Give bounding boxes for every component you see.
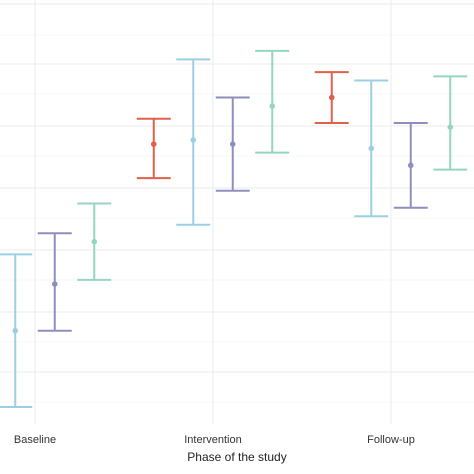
mean-point (229, 141, 236, 147)
mean-point (447, 124, 454, 130)
mean-point (407, 162, 414, 169)
mean-point (150, 141, 157, 147)
mean-point (12, 327, 19, 334)
error-bar-series-1-intervention (176, 58, 211, 226)
mean-point (51, 281, 58, 287)
error-bars (0, 49, 468, 409)
tick-label-intervention: Intervention (184, 434, 241, 446)
mean-point (368, 145, 375, 152)
mean-point (269, 103, 276, 109)
error-bar-series-0-intervention (136, 117, 171, 180)
error-bar-series-1-follow-up (354, 79, 389, 218)
error-bar-series-3-follow-up (433, 75, 468, 171)
error-bar-series-3-intervention (255, 49, 290, 154)
error-bar-series-0-follow-up (314, 71, 349, 124)
error-bar-series-1-baseline (0, 253, 33, 409)
error-bar-series-2-follow-up (393, 121, 428, 209)
error-bar-series-2-intervention (215, 96, 250, 192)
mean-point (328, 94, 335, 101)
grid-lines (0, 0, 474, 424)
x-axis-title: Phase of the study (187, 450, 286, 464)
error-bar-series-3-baseline (77, 202, 112, 281)
error-bar-series-2-baseline (37, 232, 72, 332)
tick-label-baseline: Baseline (14, 434, 56, 446)
tick-label-follow-up: Follow-up (367, 434, 415, 446)
mean-point (190, 137, 197, 143)
mean-point (91, 238, 98, 245)
x-tick-labels: Baseline Intervention Follow-up (14, 434, 415, 446)
